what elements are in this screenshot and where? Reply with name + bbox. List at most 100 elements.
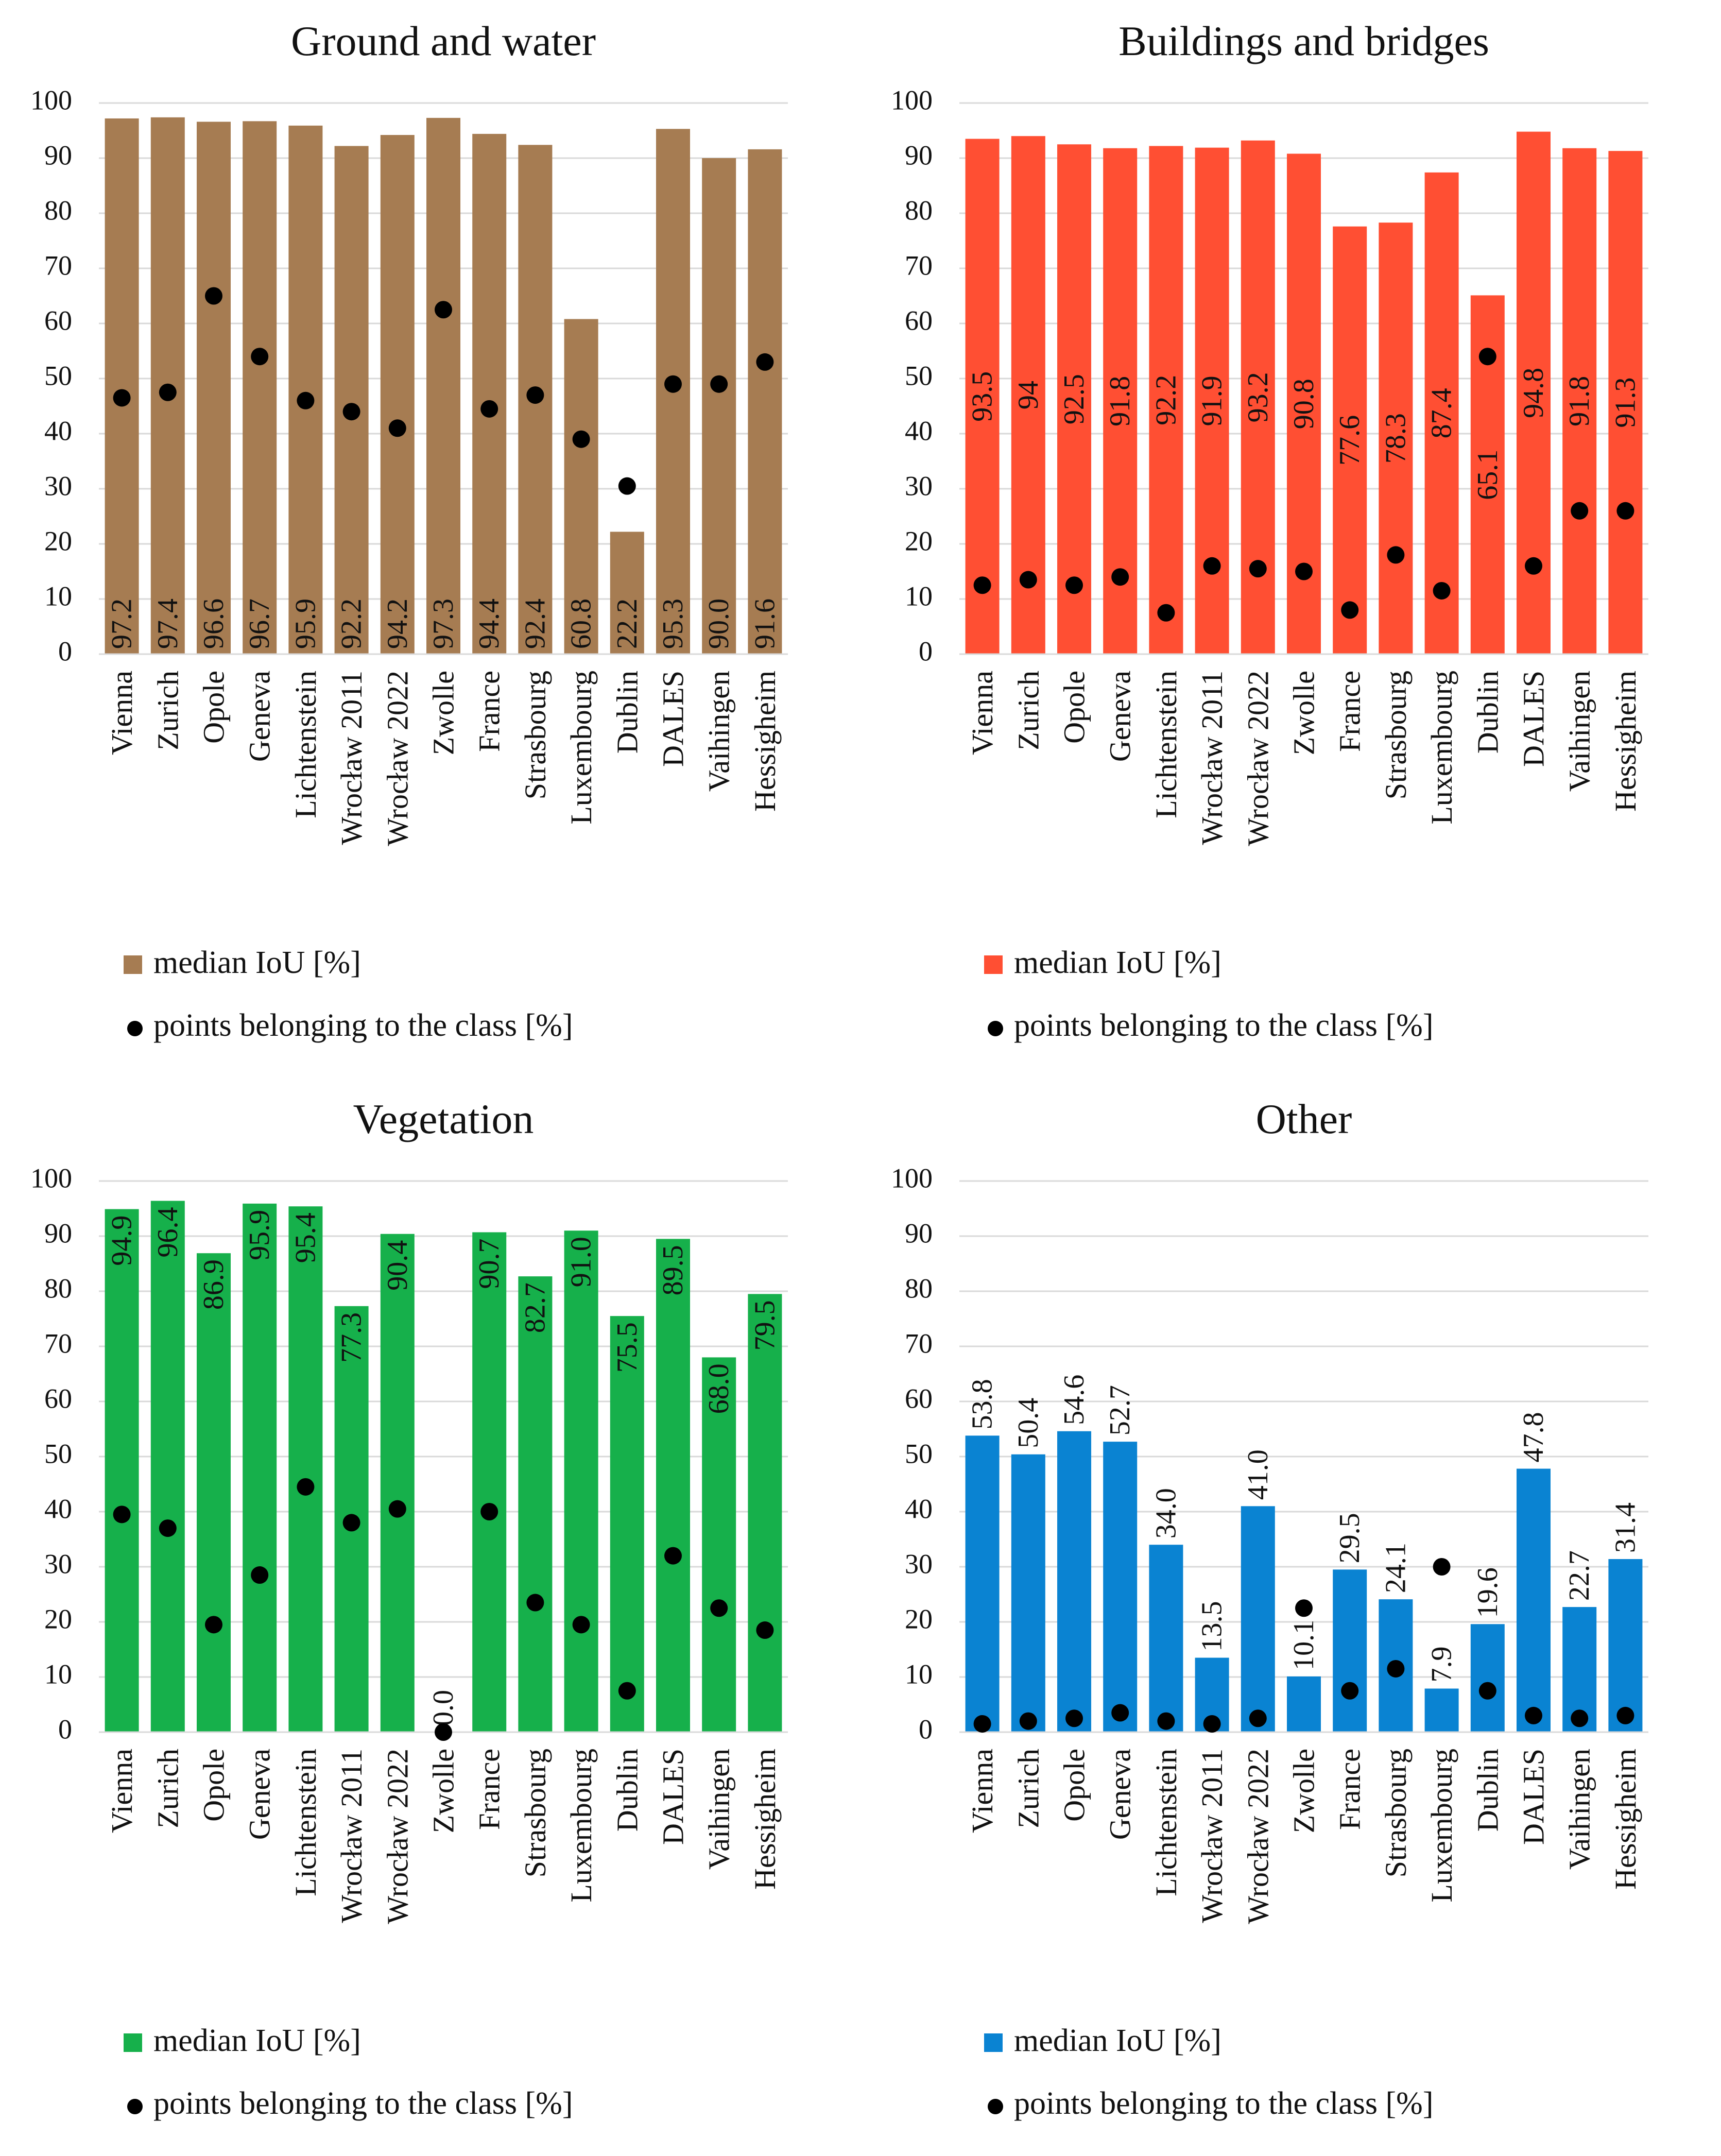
- vegetation-category-label-france: France: [473, 1749, 506, 1830]
- other-category-label-geneva: Geneva: [1104, 1749, 1137, 1840]
- ground-point-zurich: [159, 383, 177, 401]
- vegetation-bar-label-vienna: 94.9: [106, 1216, 138, 1266]
- vegetation-bar-label-vaihingen: 68.0: [703, 1363, 735, 1414]
- other-legend: median IoU [%] points belonging to the cl…: [984, 2023, 1433, 2121]
- vegetation-ytick-label-40: 40: [44, 1493, 72, 1524]
- ground-chart-title: Ground and water: [291, 18, 596, 64]
- buildings-ytick-label-40: 40: [905, 415, 933, 446]
- other-ytick-label-50: 50: [905, 1438, 933, 1469]
- buildings-ytick-label-60: 60: [905, 305, 933, 336]
- ground-point-hessigheim: [756, 353, 774, 371]
- vegetation-bar-label-luxembourg: 91.0: [565, 1237, 597, 1287]
- ground-ytick-label-70: 70: [44, 250, 72, 281]
- ground-bar-wroclaw-2022: [380, 135, 415, 654]
- other-bar-label-lichtenstein: 34.0: [1150, 1488, 1182, 1538]
- vegetation-legend-bar-swatch: [124, 2033, 142, 2052]
- buildings-bar-label-dublin: 65.1: [1472, 450, 1504, 500]
- other-bar-label-luxembourg: 7.9: [1426, 1646, 1458, 1682]
- vegetation-point-vaihingen: [710, 1599, 728, 1617]
- vegetation-point-strasbourg: [526, 1594, 544, 1612]
- vegetation-bar-label-strasbourg: 82.7: [519, 1282, 551, 1333]
- ground-bar-opole: [196, 122, 231, 654]
- vegetation-legend-bar-label: median IoU [%]: [153, 2023, 361, 2058]
- vegetation-category-label-wroclaw-2022: Wrocław 2022: [381, 1749, 414, 1924]
- vegetation-point-geneva: [251, 1566, 269, 1584]
- other-bar-label-dales: 47.8: [1518, 1412, 1550, 1463]
- vegetation-category-label-vienna: Vienna: [105, 1749, 139, 1833]
- vegetation-bar-label-wroclaw-2011: 77.3: [336, 1312, 368, 1363]
- vegetation-legend-point-swatch: [127, 2099, 143, 2114]
- vegetation-category-label-lichtenstein: Lichtenstein: [289, 1749, 322, 1896]
- ground-ytick-label-10: 10: [44, 580, 72, 611]
- ground-bar-label-wroclaw-2011: 92.2: [336, 598, 368, 649]
- vegetation-category-label-wroclaw-2011: Wrocław 2011: [335, 1749, 368, 1923]
- vegetation-bar-label-zurich: 96.4: [152, 1207, 184, 1258]
- ground-legend-point-swatch: [127, 1021, 143, 1036]
- vegetation-bar-zurich: [150, 1201, 185, 1732]
- ground-bar-wroclaw-2011: [334, 146, 369, 655]
- vegetation-bar-wroclaw-2022: [380, 1234, 415, 1732]
- buildings-category-label-hessigheim: Hessigheim: [1609, 671, 1642, 812]
- ground-point-geneva: [251, 348, 269, 366]
- other-bar-label-wroclaw-2022: 41.0: [1242, 1449, 1274, 1500]
- other-ytick-label-90: 90: [905, 1218, 933, 1248]
- ground-bar-hessigheim: [748, 149, 782, 654]
- ground-category-label-wroclaw-2022: Wrocław 2022: [381, 671, 414, 846]
- ground-category-label-luxembourg: Luxembourg: [564, 671, 598, 825]
- buildings-category-label-zurich: Zurich: [1011, 671, 1045, 750]
- other-point-wroclaw-2022: [1249, 1709, 1267, 1727]
- buildings-point-wroclaw-2011: [1203, 557, 1221, 575]
- other-bar-label-wroclaw-2011: 13.5: [1196, 1601, 1228, 1652]
- ground-point-strasbourg: [526, 386, 544, 404]
- other-category-label-hessigheim: Hessigheim: [1609, 1749, 1642, 1890]
- ground-point-france: [480, 400, 498, 418]
- buildings-bar-zurich: [1011, 136, 1045, 654]
- vegetation-category-label-luxembourg: Luxembourg: [564, 1749, 598, 1903]
- buildings-category-label-zwolle: Zwolle: [1287, 671, 1321, 755]
- buildings-legend-point-swatch: [988, 1021, 1003, 1036]
- buildings-bar-label-opole: 92.5: [1058, 374, 1090, 424]
- vegetation-point-france: [480, 1503, 498, 1520]
- vegetation-ytick-label-0: 0: [58, 1714, 72, 1744]
- buildings-category-label-geneva: Geneva: [1104, 671, 1137, 762]
- ground-ytick-label-40: 40: [44, 415, 72, 446]
- buildings-ytick-label-0: 0: [919, 636, 933, 666]
- other-bar-label-strasbourg: 24.1: [1380, 1543, 1412, 1593]
- vegetation-ytick-label-100: 100: [30, 1162, 72, 1193]
- other-point-france: [1341, 1682, 1359, 1700]
- vegetation-ytick-label-30: 30: [44, 1548, 72, 1579]
- other-ytick-label-60: 60: [905, 1383, 933, 1414]
- ground-point-dales: [664, 375, 682, 393]
- other-ytick-label-0: 0: [919, 1714, 933, 1744]
- ground-ytick-label-20: 20: [44, 525, 72, 556]
- ground-legend-bar-swatch: [124, 955, 142, 974]
- buildings-category-label-dales: DALES: [1517, 671, 1551, 767]
- other-point-zurich: [1019, 1712, 1037, 1730]
- vegetation-category-label-geneva: Geneva: [243, 1749, 277, 1840]
- other-bar-label-geneva: 52.7: [1104, 1385, 1136, 1435]
- other-bar-zurich: [1011, 1454, 1045, 1732]
- ground-bar-label-geneva: 96.7: [244, 598, 276, 649]
- ground-bar-vienna: [105, 118, 139, 655]
- ground-category-label-strasbourg: Strasbourg: [519, 671, 552, 799]
- other-bar-label-zwolle: 10.1: [1288, 1620, 1320, 1670]
- ground-ytick-label-50: 50: [44, 360, 72, 391]
- ground-category-label-vienna: Vienna: [105, 671, 139, 755]
- other-chart-title: Other: [1256, 1096, 1352, 1142]
- buildings-category-label-luxembourg: Luxembourg: [1425, 671, 1458, 825]
- buildings-bar-lichtenstein: [1149, 146, 1183, 655]
- ground-ytick-label-90: 90: [44, 140, 72, 170]
- other-bar-label-france: 29.5: [1334, 1513, 1366, 1563]
- vegetation-point-wroclaw-2011: [342, 1514, 360, 1532]
- vegetation-ytick-label-60: 60: [44, 1383, 72, 1414]
- buildings-bar-vienna: [965, 139, 1000, 654]
- buildings-category-label-france: France: [1333, 671, 1367, 752]
- vegetation-ytick-label-20: 20: [44, 1603, 72, 1634]
- buildings-bar-label-france: 77.6: [1334, 415, 1366, 466]
- other-category-label-lichtenstein: Lichtenstein: [1149, 1749, 1183, 1896]
- buildings-point-geneva: [1111, 568, 1129, 586]
- other-ytick-label-70: 70: [905, 1328, 933, 1359]
- buildings-and-bridges-chart: Buildings and bridges 0 10 20 30 40 50 60 70 80 90…: [891, 18, 1648, 1043]
- buildings-point-vaihingen: [1571, 502, 1589, 520]
- vegetation-category-label-hessigheim: Hessigheim: [748, 1749, 782, 1890]
